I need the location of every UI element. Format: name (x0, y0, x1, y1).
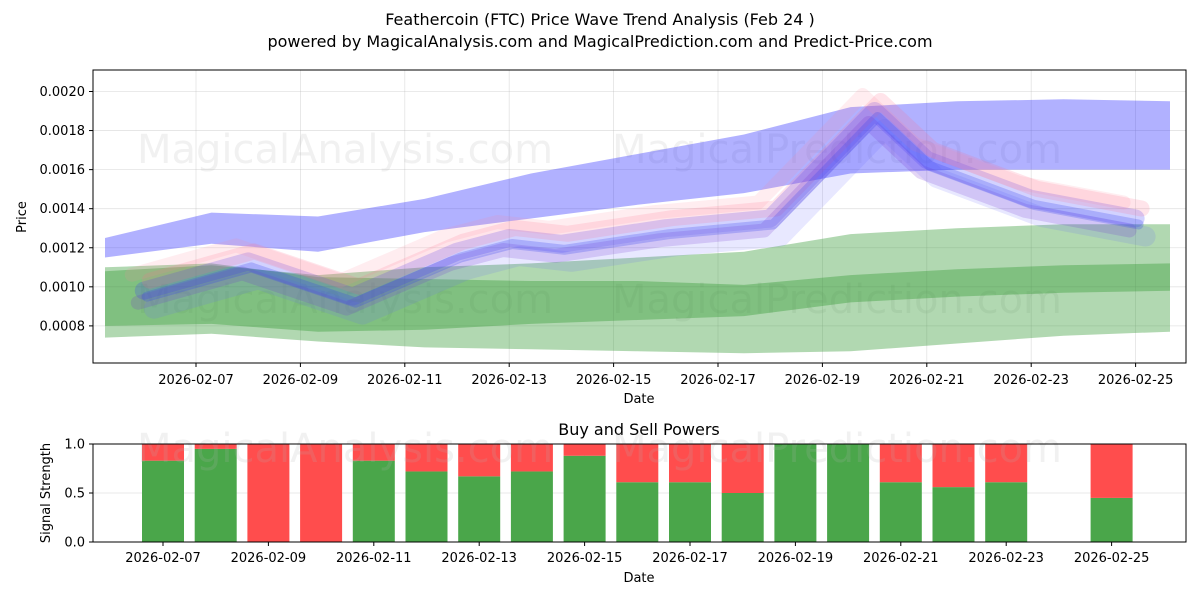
power-x-tick-label-0: 2026-02-07 (125, 551, 201, 566)
band-1 (105, 224, 1170, 354)
price-x-tick-label-5: 2026-02-17 (680, 373, 756, 388)
watermark-prediction-mid: MagicalPrediction.com (612, 277, 1062, 323)
buy-bar-2026-02-15 (563, 455, 606, 542)
buy-bar-2026-02-20 (827, 444, 870, 542)
wave-line-4 (124, 88, 1131, 288)
sell-bar-2026-02-13 (458, 444, 501, 477)
power-y-ticks: 0.0 0.5 1.0 (64, 438, 93, 551)
buy-bar-2026-02-17 (669, 482, 711, 542)
price-y-tick-label-6: 0.0020 (40, 85, 86, 100)
price-grid (93, 70, 1186, 363)
price-y-tick-label-0: 0.0008 (40, 319, 86, 334)
power-y-label: Signal Strength (39, 443, 54, 543)
buy-bar-2026-02-11 (352, 460, 395, 542)
price-x-tick-label-2: 2026-02-11 (367, 373, 443, 388)
price-x-tick-label-3: 2026-02-13 (471, 373, 547, 388)
sell-bar-2026-02-12 (405, 444, 448, 472)
sell-bar-2026-02-15 (563, 444, 606, 456)
power-x-ticks: 2026-02-07 2026-02-09 2026-02-11 2026-02-13… (125, 542, 1149, 566)
sell-bar-2026-02-16 (616, 444, 659, 483)
power-x-tick-label-9: 2026-02-25 (1074, 551, 1150, 566)
sell-bar-2026-02-23 (985, 444, 1028, 483)
price-y-tick-label-1: 0.0010 (40, 280, 86, 295)
power-x-tick-label-6: 2026-02-19 (758, 551, 834, 566)
buy-bar-2026-02-25 (1090, 497, 1133, 542)
buy-bar-2026-02-19 (774, 444, 817, 542)
price-x-tick-label-6: 2026-02-19 (785, 373, 861, 388)
watermark-analysis-mid: MagicalAnalysis.com (137, 277, 553, 323)
band-2 (105, 263, 1170, 332)
power-y-tick-label-0: 0.0 (64, 536, 85, 551)
watermark-analysis-bottom: MagicalAnalysis.com (137, 426, 553, 472)
wave-line-0 (134, 102, 1145, 306)
sell-bar-2026-02-21 (879, 444, 922, 483)
price-plot: MagicalAnalysis.com MagicalPrediction.co… (15, 69, 1187, 407)
chart-subtitle: powered by MagicalAnalysis.com and Magic… (267, 32, 932, 51)
buy-bar-2026-02-14 (510, 471, 553, 542)
sell-bar-2026-02-22 (932, 444, 975, 488)
price-y-label: Price (15, 201, 30, 233)
sell-bar-2026-02-08 (194, 444, 237, 449)
wave-line-1 (141, 93, 1150, 295)
buy-bar-2026-02-23 (985, 482, 1028, 542)
price-y-ticks: 0.0008 0.0010 0.0012 0.0014 0.0016 0.0018 0.00… (40, 85, 93, 334)
price-x-tick-label-9: 2026-02-25 (1098, 373, 1174, 388)
buy-bar-2026-02-22 (932, 487, 975, 542)
price-plot-frame (92, 69, 1187, 364)
power-y-tick-label-2: 1.0 (64, 438, 85, 453)
buy-bar-2026-02-18 (721, 493, 764, 542)
sell-bar-2026-02-14 (510, 444, 553, 472)
watermark-prediction-bottom: MagicalPrediction.com (612, 426, 1062, 472)
price-x-tick-label-8: 2026-02-23 (993, 373, 1069, 388)
power-plot: Buy and Sell Powers MagicalAnalysis.com … (39, 420, 1187, 586)
price-y-tick-label-2: 0.0012 (40, 241, 86, 256)
power-x-tick-label-2: 2026-02-11 (336, 551, 412, 566)
sell-bar-2026-02-25 (1090, 444, 1133, 498)
wave-line-3 (143, 119, 1156, 325)
power-y-tick-label-1: 0.5 (64, 487, 85, 502)
chart-title: Feathercoin (FTC) Price Wave Trend Analy… (385, 10, 815, 29)
buy-bar-2026-02-13 (458, 476, 501, 542)
sell-bar-2026-02-07 (142, 444, 184, 461)
price-bands (105, 88, 1170, 354)
wave-line-2 (130, 116, 1137, 316)
sell-bar-2026-02-17 (669, 444, 711, 483)
power-title: Buy and Sell Powers (558, 420, 720, 439)
power-x-tick-label-4: 2026-02-15 (547, 551, 623, 566)
sell-bar-2026-02-10 (300, 444, 343, 542)
price-y-tick-label-4: 0.0016 (40, 163, 86, 178)
power-bars (142, 444, 1133, 542)
power-x-tick-label-5: 2026-02-17 (652, 551, 728, 566)
power-x-tick-label-1: 2026-02-09 (231, 551, 307, 566)
buy-bar-2026-02-07 (142, 460, 184, 542)
price-y-tick-label-3: 0.0014 (40, 202, 86, 217)
price-x-tick-label-0: 2026-02-07 (158, 373, 234, 388)
price-y-tick-label-5: 0.0018 (40, 124, 86, 139)
price-x-tick-label-7: 2026-02-21 (889, 373, 965, 388)
sell-bar-2026-02-18 (721, 444, 764, 493)
sell-bar-2026-02-11 (352, 444, 395, 461)
power-x-tick-label-7: 2026-02-21 (863, 551, 939, 566)
sell-bar-2026-02-09 (247, 444, 290, 542)
buy-bar-2026-02-08 (194, 448, 237, 542)
power-x-label: Date (623, 571, 654, 586)
buy-bar-2026-02-21 (879, 482, 922, 542)
price-x-label: Date (623, 392, 654, 407)
price-x-tick-label-1: 2026-02-09 (263, 373, 339, 388)
buy-bar-2026-02-12 (405, 471, 448, 542)
watermark-prediction-top-1: MagicalPrediction.com (612, 127, 1062, 173)
band-0 (105, 99, 1170, 258)
power-x-tick-label-8: 2026-02-23 (968, 551, 1044, 566)
price-x-tick-label-4: 2026-02-15 (576, 373, 652, 388)
price-x-ticks: 2026-02-07 2026-02-09 2026-02-11 2026-02-13… (158, 363, 1173, 388)
wave-line-5 (141, 112, 1144, 308)
watermark-analysis-top: MagicalAnalysis.com (137, 127, 553, 173)
buy-bar-2026-02-16 (616, 482, 659, 542)
power-x-tick-label-3: 2026-02-13 (441, 551, 517, 566)
